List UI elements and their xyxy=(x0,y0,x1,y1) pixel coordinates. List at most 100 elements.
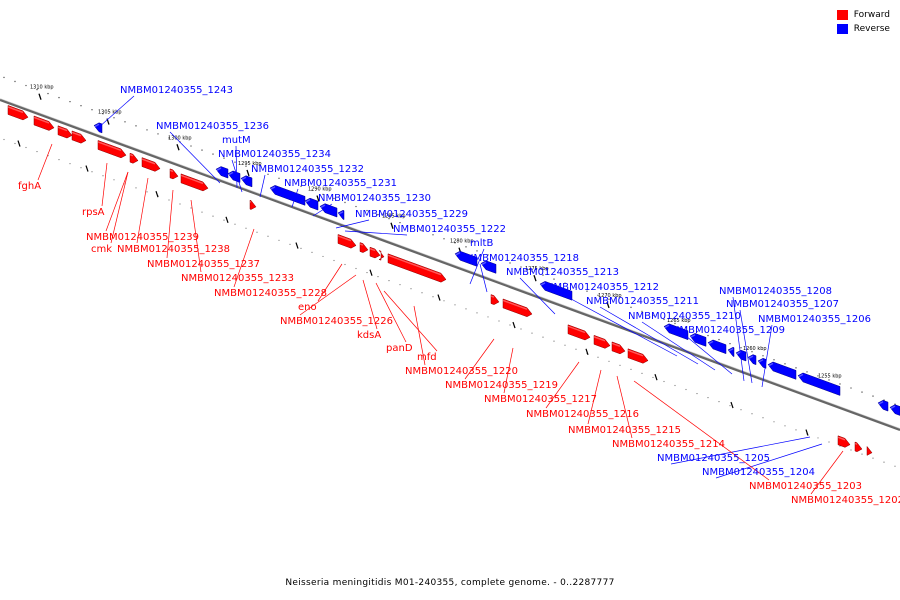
svg-text:NMBM01240355_1215: NMBM01240355_1215 xyxy=(568,425,681,436)
gene-label-nmbm01240355-1210: NMBM01240355_1210 xyxy=(628,311,741,322)
tick-mark-lower xyxy=(654,373,658,381)
ruler-dot-lower xyxy=(498,320,500,322)
leader-line xyxy=(616,375,633,439)
ruler-dot xyxy=(465,246,467,248)
ruler-dot-lower xyxy=(256,231,258,233)
tick-mark-lower xyxy=(730,401,734,409)
ruler-dot xyxy=(498,258,500,260)
leader-line xyxy=(599,306,699,365)
ruler-dot-lower xyxy=(278,239,280,241)
gene-label-nmbm01240355-1229: NMBM01240355_1229 xyxy=(355,209,468,220)
reverse-gene-arrow xyxy=(215,166,229,179)
leader-line xyxy=(383,290,438,352)
ruler-dot-lower xyxy=(542,336,544,338)
ruler-dot xyxy=(245,165,247,167)
ruler-dot xyxy=(520,266,522,268)
tick-mark xyxy=(316,195,320,202)
ruler-dot-lower xyxy=(432,296,434,298)
svg-text:NMBM01240355_1228: NMBM01240355_1228 xyxy=(214,288,327,299)
forward-gene-arrow xyxy=(169,168,179,180)
ruler-dot-lower xyxy=(289,243,291,245)
svg-text:NMBM01240355_1205: NMBM01240355_1205 xyxy=(657,453,770,464)
ruler-dot xyxy=(542,274,544,276)
map-caption: Neisseria meningitidis M01-240355, compl… xyxy=(285,578,615,588)
gene-label-nmbm01240355-1222: NMBM01240355_1222 xyxy=(393,224,506,235)
svg-text:NMBM01240355_1208: NMBM01240355_1208 xyxy=(719,286,832,297)
ruler-dot-lower xyxy=(597,356,599,358)
leader-line xyxy=(761,324,773,388)
forward-gene-arrow xyxy=(502,298,533,318)
leader-line xyxy=(503,347,514,394)
forward-gene-arrow xyxy=(337,234,357,249)
tick-mark-lower xyxy=(17,140,21,147)
leader-line xyxy=(559,292,678,357)
ruler-dot-lower xyxy=(487,316,489,318)
gene-label-nmbm01240355-1236: NMBM01240355_1236 xyxy=(156,121,269,132)
ruler-dot xyxy=(190,145,192,147)
gene-label-nmbm01240355-1237: NMBM01240355_1237 xyxy=(147,259,260,270)
ruler-dot xyxy=(531,270,533,272)
ruler-dot-lower xyxy=(795,429,797,431)
svg-text:NMBM01240355_1218: NMBM01240355_1218 xyxy=(466,253,579,264)
legend-swatch-reverse xyxy=(836,24,848,34)
ruler-dot-lower xyxy=(652,376,654,379)
tick-mark xyxy=(38,93,42,100)
svg-text:eno: eno xyxy=(298,302,317,313)
tick-mark-lower xyxy=(805,429,809,436)
ruler-dot-lower xyxy=(14,142,16,145)
ruler-dot xyxy=(663,318,665,321)
svg-text:NMBM01240355_1239: NMBM01240355_1239 xyxy=(86,232,199,243)
ruler-dot-lower xyxy=(828,441,830,443)
tick-mark-lower xyxy=(369,269,373,276)
ruler-dot-lower xyxy=(707,397,709,399)
tick-label: 1270 kbp xyxy=(598,293,622,299)
svg-text:NMBM01240355_1238: NMBM01240355_1238 xyxy=(117,244,230,255)
ruler-dot xyxy=(487,254,489,256)
ruler-dot xyxy=(333,197,335,200)
tick-mark xyxy=(176,144,180,151)
forward-gene-arrow xyxy=(593,334,611,349)
reverse-gene-arrow xyxy=(757,357,767,369)
ruler-dot-lower xyxy=(300,247,302,249)
svg-text:cmk: cmk xyxy=(91,244,112,255)
gene-label-nmbm01240355-1230: NMBM01240355_1230 xyxy=(318,193,431,204)
svg-text:mltB: mltB xyxy=(470,238,493,249)
ruler-dot xyxy=(729,342,731,345)
leader-line xyxy=(413,305,426,366)
ruler-dot-lower xyxy=(377,276,379,278)
ruler-dot xyxy=(234,161,236,163)
ruler-dot-lower xyxy=(641,372,643,374)
ruler-dot xyxy=(696,330,698,333)
forward-gene-arrow xyxy=(180,173,209,192)
ruler-dot xyxy=(652,314,654,317)
gene-label-nmbm01240355-1212: NMBM01240355_1212 xyxy=(546,282,659,293)
ruler-dot-lower xyxy=(817,437,819,439)
svg-text:NMBM01240355_1210: NMBM01240355_1210 xyxy=(628,311,741,322)
reverse-gene-arrow xyxy=(889,404,900,416)
ruler-dot xyxy=(443,238,445,240)
ruler-dot-lower xyxy=(113,179,115,181)
forward-gene-arrow xyxy=(378,249,385,261)
ruler-dot xyxy=(25,84,27,87)
leader-line xyxy=(231,159,243,193)
gene-label-nmbm01240355-1207: NMBM01240355_1207 xyxy=(726,299,839,310)
ruler-dot-lower xyxy=(663,380,665,383)
leader-line xyxy=(545,361,580,409)
ruler-dot xyxy=(707,334,709,337)
reverse-gene-arrow xyxy=(663,323,689,341)
leader-line xyxy=(344,230,408,236)
reverse-gene-arrow xyxy=(707,339,727,355)
gene-label-nmbm01240355-1226: NMBM01240355_1226 xyxy=(280,316,393,327)
gene-label-nmbm01240355-1206: NMBM01240355_1206 xyxy=(758,314,871,325)
ruler-dot xyxy=(168,137,170,139)
leader-line xyxy=(291,188,299,208)
ruler-dot-lower xyxy=(520,328,522,330)
ruler-dot-lower xyxy=(91,171,93,173)
ruler-dot-lower xyxy=(751,413,753,415)
legend-label-forward: Forward xyxy=(853,10,890,20)
ruler-dot xyxy=(586,290,588,292)
ruler-dot xyxy=(619,302,621,305)
ruler-dot xyxy=(344,201,346,204)
ruler-dot-lower xyxy=(421,292,423,294)
ruler-dot xyxy=(608,298,610,300)
